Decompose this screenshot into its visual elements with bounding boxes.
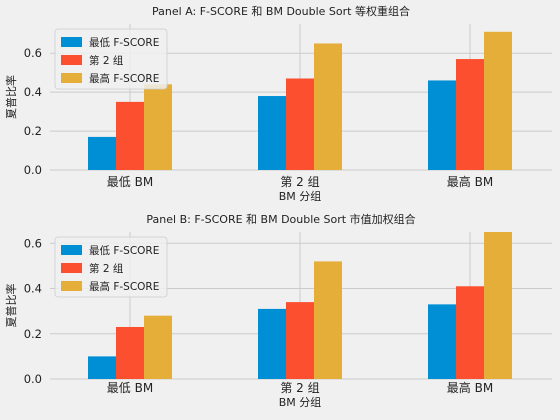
bar [88, 136, 116, 170]
bar [258, 96, 286, 170]
legend-box [54, 28, 168, 90]
legend: 最低 F-SCORE 第 2 组最高 F-SCORE [54, 28, 168, 90]
bar [456, 59, 484, 170]
x-tick-label: 第 2 组 [280, 175, 319, 189]
legend-entry: 最高 F-SCORE [89, 280, 159, 293]
y-tick-label: 0.6 [24, 46, 42, 60]
bar [428, 80, 456, 170]
y-tick-label: 0.0 [24, 163, 42, 177]
legend-swatch [61, 245, 82, 255]
panel-b: 0.00.20.40.6最低 BM 第 2 组最高 BMPanel B: F-SC… [4, 212, 552, 409]
y-tick-label: 0.0 [24, 372, 42, 386]
legend-swatch [61, 37, 82, 47]
legend-entry: 最高 F-SCORE [89, 72, 159, 85]
y-tick-label: 0.4 [24, 85, 42, 99]
bar [88, 356, 116, 379]
x-tick-label: 最高 BM [447, 174, 493, 189]
y-tick-label: 0.6 [24, 236, 42, 250]
legend-box [54, 236, 168, 298]
legend-swatch [61, 281, 82, 291]
legend-entry: 第 2 组 [89, 54, 124, 67]
x-axis-label: BM 分组 [279, 189, 322, 203]
legend-swatch [61, 55, 82, 65]
y-axis-label: 夏普比率 [4, 284, 18, 328]
x-tick-label: 第 2 组 [280, 381, 319, 395]
bar [144, 315, 172, 379]
bar [428, 304, 456, 379]
y-tick-label: 0.2 [24, 124, 42, 138]
legend-entry: 最低 F-SCORE [89, 36, 159, 49]
bar [314, 261, 342, 379]
chart-title: Panel A: F-SCORE 和 BM Double Sort 等权重组合 [152, 4, 410, 18]
bar [144, 84, 172, 170]
legend-swatch [61, 73, 82, 83]
legend-entry: 最低 F-SCORE [89, 244, 159, 257]
legend-swatch [61, 263, 82, 273]
x-axis-label: BM 分组 [279, 395, 322, 409]
x-tick-label: 最高 BM [447, 380, 493, 395]
bar [484, 232, 512, 379]
y-tick-label: 0.4 [24, 282, 42, 296]
bar [286, 78, 314, 170]
bar [314, 43, 342, 170]
bar [286, 302, 314, 379]
bar [456, 286, 484, 379]
bar [116, 101, 144, 170]
x-tick-label: 最低 BM [107, 381, 153, 395]
panel-a: 0.00.20.40.6最低 BM 第 2 组最高 BMPanel A: F-SC… [4, 4, 552, 203]
legend: 最低 F-SCORE 第 2 组最高 F-SCORE [54, 236, 168, 298]
bar [258, 308, 286, 379]
legend-entry: 第 2 组 [89, 262, 124, 275]
bar [116, 326, 144, 379]
bar [484, 31, 512, 170]
y-tick-label: 0.2 [24, 327, 42, 341]
x-tick-label: 最低 BM [107, 175, 153, 189]
chart-title: Panel B: F-SCORE 和 BM Double Sort 市值加权组合 [146, 212, 415, 226]
y-axis-label: 夏普比率 [4, 75, 18, 119]
